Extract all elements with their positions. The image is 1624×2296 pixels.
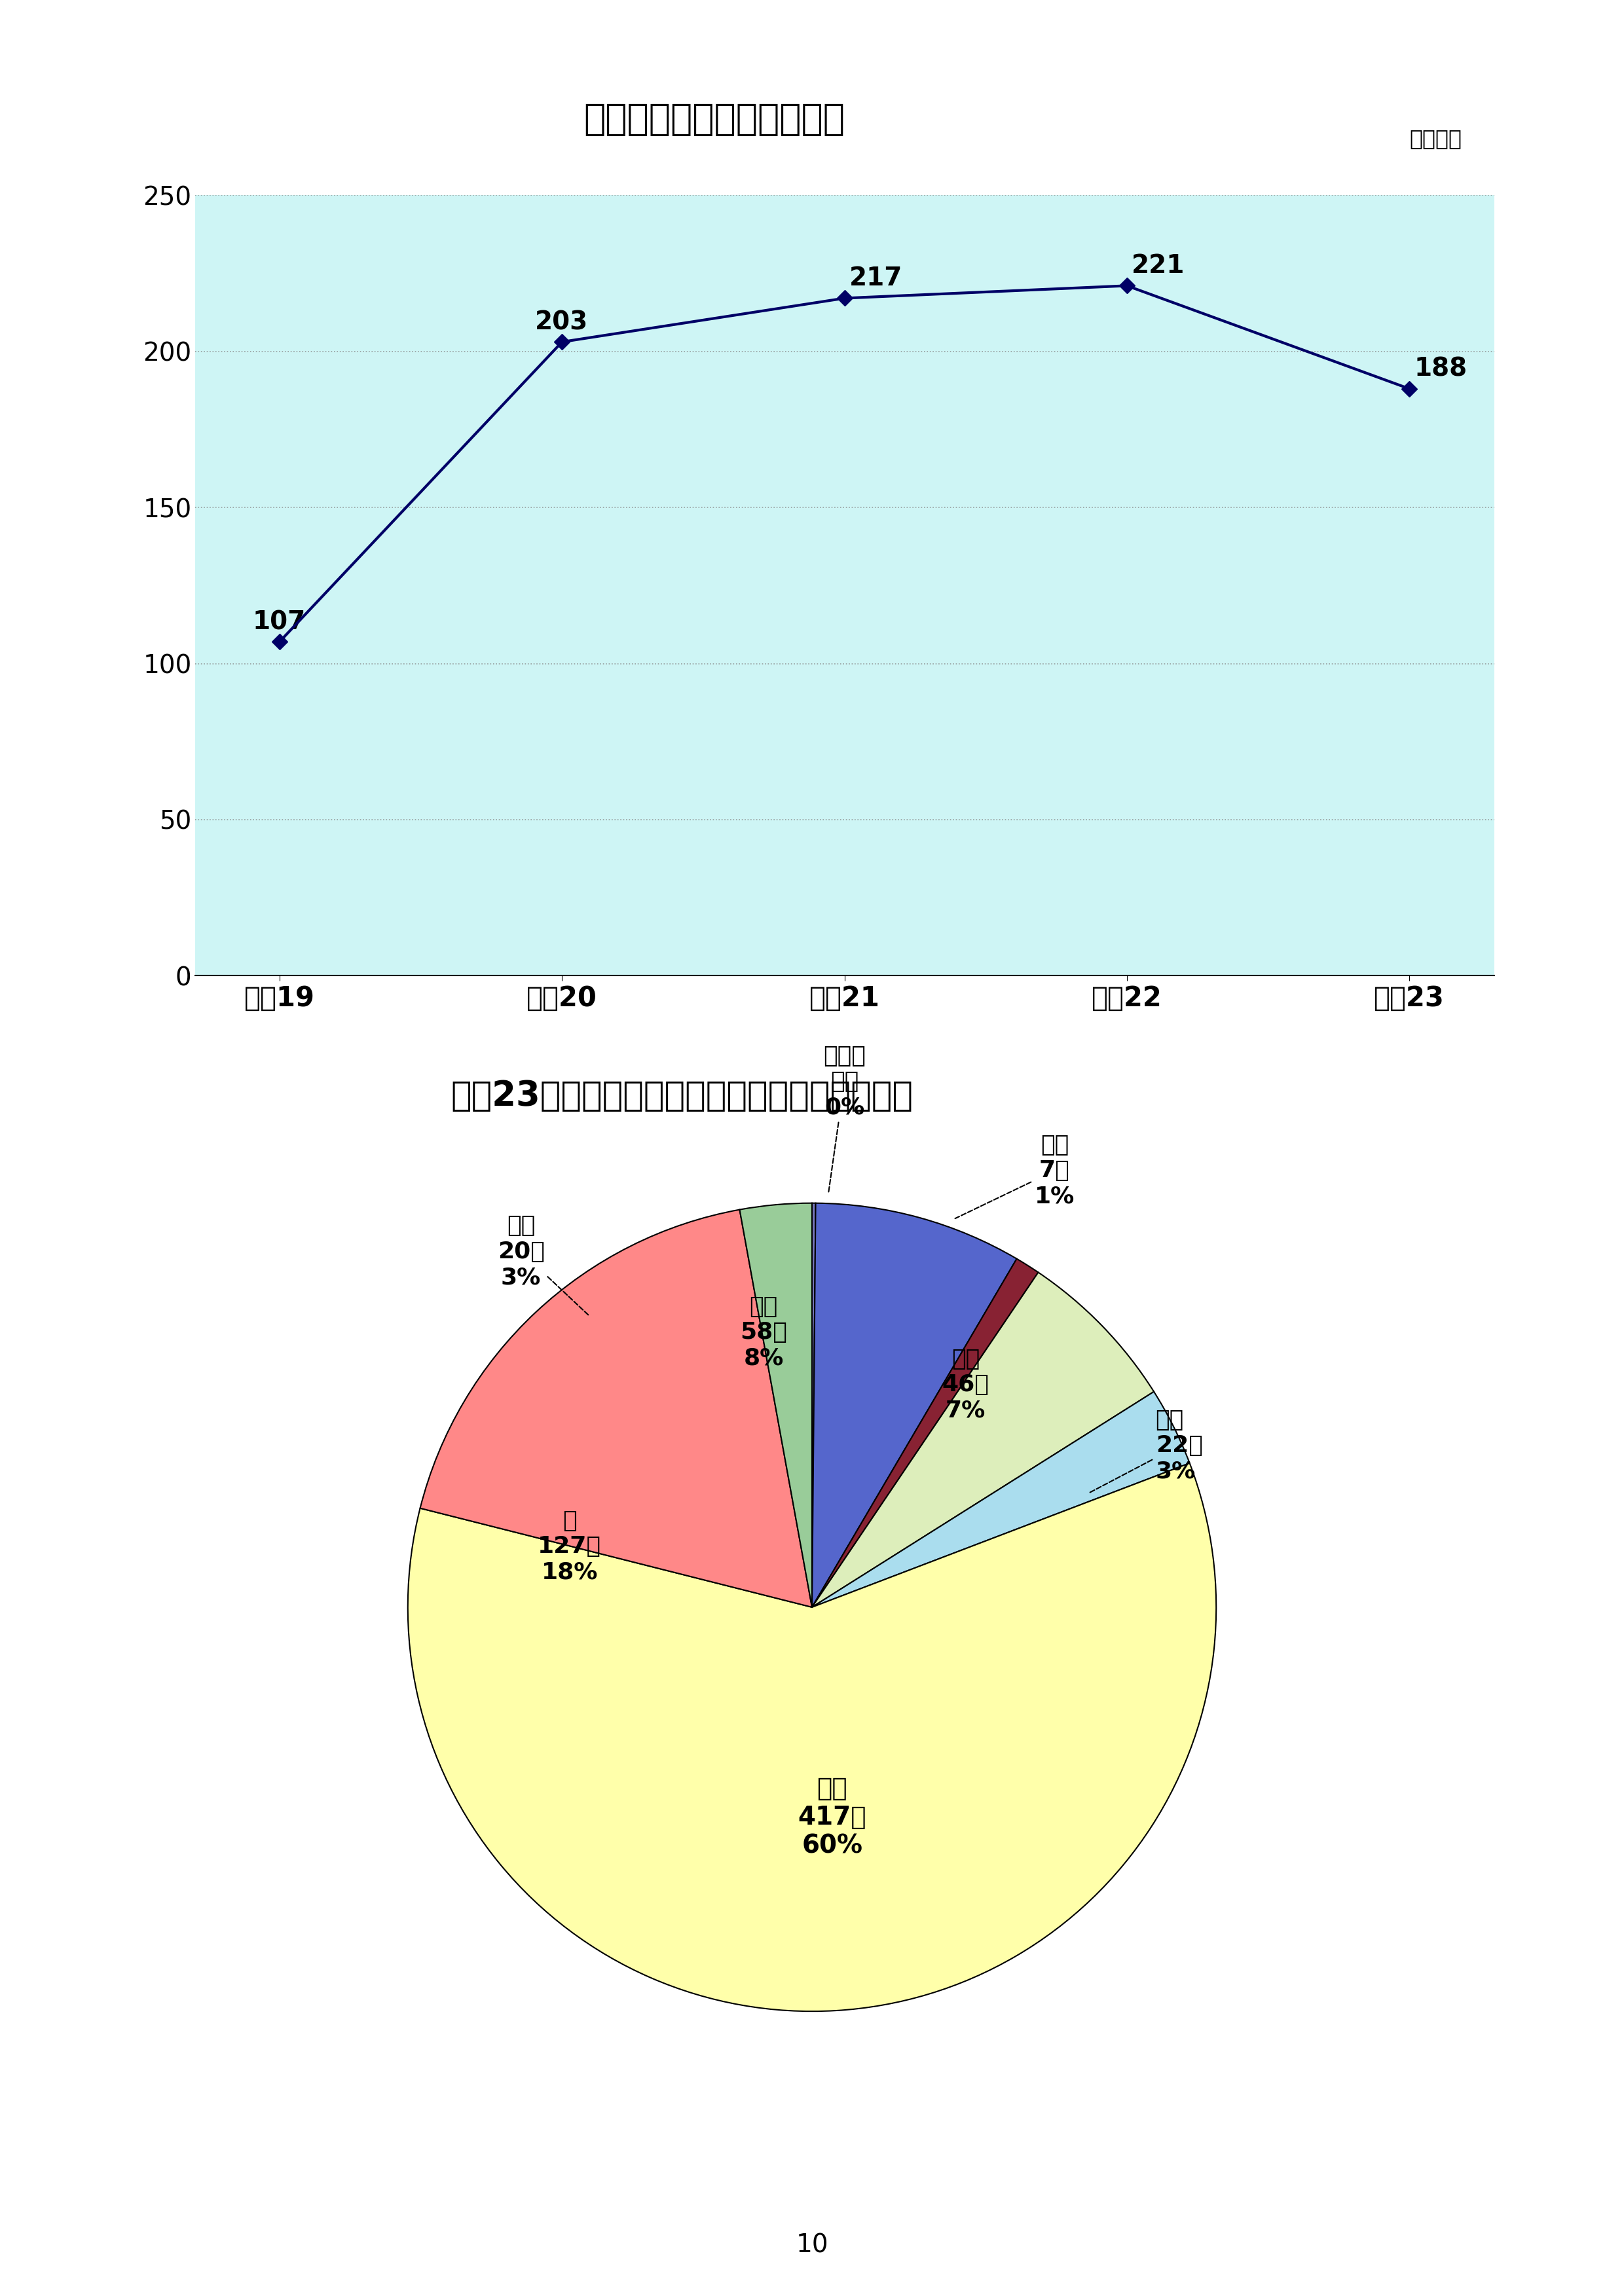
Wedge shape — [812, 1203, 1017, 1607]
Text: 果樹
20件
3%: 果樹 20件 3% — [497, 1215, 588, 1316]
Text: その他
１件
0%: その他 １件 0% — [823, 1045, 866, 1194]
Text: 小豆
22件
3%: 小豆 22件 3% — [1088, 1410, 1203, 1492]
Text: 107: 107 — [252, 608, 305, 634]
Text: 野菜
417件
60%: 野菜 417件 60% — [797, 1777, 867, 1857]
Wedge shape — [812, 1391, 1190, 1607]
Wedge shape — [812, 1272, 1155, 1607]
Text: エコファーマーの認定者数: エコファーマーの認定者数 — [585, 103, 844, 138]
Wedge shape — [812, 1258, 1038, 1607]
Text: 10: 10 — [796, 2234, 828, 2257]
Wedge shape — [739, 1203, 812, 1607]
Text: 221: 221 — [1132, 253, 1186, 278]
Text: 平成23年度　　エコファーマーの主要認定作物: 平成23年度 エコファーマーの主要認定作物 — [451, 1079, 913, 1114]
Text: 203: 203 — [534, 310, 588, 335]
Wedge shape — [812, 1203, 815, 1607]
Text: 単位：戸: 単位：戸 — [1410, 129, 1462, 149]
Text: 217: 217 — [849, 266, 903, 292]
Text: 小麦
7件
1%: 小麦 7件 1% — [955, 1134, 1075, 1219]
Text: 188: 188 — [1415, 356, 1466, 381]
Text: 水稲
58件
8%: 水稲 58件 8% — [741, 1295, 788, 1368]
Text: 花
127件
18%: 花 127件 18% — [538, 1511, 601, 1584]
Wedge shape — [421, 1210, 812, 1607]
Text: 大豆
46件
7%: 大豆 46件 7% — [942, 1348, 989, 1421]
Wedge shape — [408, 1463, 1216, 2011]
